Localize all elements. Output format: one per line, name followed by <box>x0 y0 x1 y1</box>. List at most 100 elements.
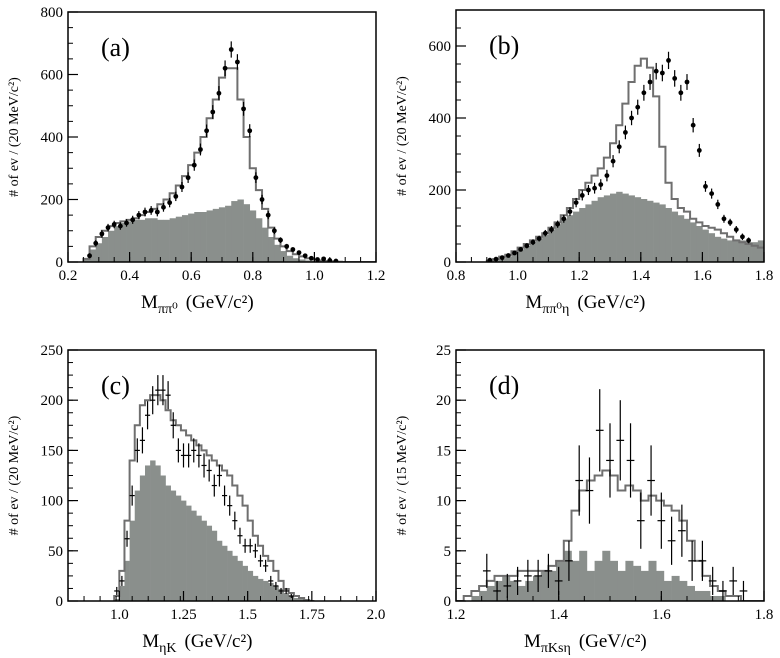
background-bar <box>286 255 294 262</box>
background-bar <box>529 242 537 262</box>
data-point <box>179 182 185 192</box>
data-point <box>241 102 246 116</box>
background-bar <box>268 582 274 601</box>
x-tick-label: 1.75 <box>299 607 325 623</box>
data-point <box>180 443 187 468</box>
background-bar <box>227 550 233 601</box>
data-point <box>721 214 727 223</box>
data-point <box>165 381 171 410</box>
y-tick-label: 400 <box>429 111 452 127</box>
background-bar <box>126 221 133 262</box>
x-axis-label-subscript: ηK <box>159 641 176 656</box>
data-point <box>657 492 666 549</box>
background-bar <box>124 560 130 601</box>
background-bar <box>610 193 617 262</box>
data-point <box>505 253 511 258</box>
background-bar <box>579 208 586 262</box>
data-point <box>160 375 166 406</box>
data-point <box>175 438 181 463</box>
data-point <box>709 188 715 199</box>
data-point <box>237 527 243 544</box>
data-point <box>493 256 499 262</box>
data-point <box>161 202 166 212</box>
background-bar <box>733 240 740 262</box>
data-point <box>684 74 690 90</box>
y-tick-label: 50 <box>48 544 63 560</box>
background-bar <box>597 197 605 262</box>
background-bar <box>710 595 719 601</box>
data-point <box>561 214 567 223</box>
x-axis-label-unit: (GeV/c²) <box>577 292 645 313</box>
background-bar <box>573 211 580 262</box>
data-point <box>204 124 210 137</box>
background-bar <box>278 588 284 601</box>
y-tick-label: 0 <box>56 594 64 610</box>
data-point <box>201 453 207 478</box>
background-bar <box>617 570 626 601</box>
x-tick-label: 0.8 <box>447 268 466 284</box>
x-tick-label: 0.6 <box>182 268 201 284</box>
background-bar <box>243 204 251 262</box>
fit-histogram-line <box>485 57 764 262</box>
data-point <box>124 530 130 547</box>
background-bar <box>257 578 264 601</box>
data-point <box>130 215 136 224</box>
background-bar <box>690 222 697 262</box>
background-bar <box>255 218 263 262</box>
background-bar <box>679 580 688 601</box>
data-point <box>604 169 610 182</box>
background-bar <box>653 202 660 262</box>
background-bar <box>563 550 572 601</box>
background-bar <box>299 259 306 262</box>
background-bar <box>708 233 716 262</box>
background-bar <box>249 210 257 262</box>
data-point <box>191 159 197 171</box>
background-bar <box>625 560 634 601</box>
data-point <box>247 124 253 138</box>
background-bar <box>201 520 207 601</box>
data-point <box>667 516 676 565</box>
x-tick-label: 1.6 <box>693 268 712 284</box>
background-bar <box>540 570 549 601</box>
data-point <box>273 581 279 590</box>
x-axis-label-unit: (GeV/c²) <box>185 631 253 652</box>
data-point <box>518 247 524 252</box>
data-point <box>167 197 173 208</box>
data-point <box>606 423 614 498</box>
panel-label: (c) <box>101 371 130 400</box>
background-histogram <box>114 460 305 601</box>
data-point <box>575 445 584 516</box>
background-bar <box>533 575 541 601</box>
data-point <box>196 443 202 468</box>
data-point <box>698 540 707 581</box>
y-tick-label: 600 <box>41 68 64 84</box>
data-point <box>87 253 92 259</box>
background-bar <box>288 595 295 601</box>
data-point <box>242 538 248 553</box>
x-tick-label: 1.2 <box>447 607 466 623</box>
data-point <box>487 257 493 262</box>
data-point <box>729 566 738 595</box>
background-bar <box>160 475 166 601</box>
background-bar <box>751 242 759 262</box>
y-tick-label: 200 <box>41 393 64 409</box>
y-tick-label: 25 <box>436 343 451 359</box>
background-bar <box>610 560 618 601</box>
background-bar <box>745 242 752 262</box>
background-bar <box>648 560 657 601</box>
background-bar <box>145 218 152 262</box>
data-point <box>616 140 622 154</box>
data-point <box>216 464 222 487</box>
x-axis-label: MπKsη (GeV/c²) <box>524 631 647 656</box>
background-bar <box>479 590 488 601</box>
x-axis-label-main: M <box>142 631 159 652</box>
data-point <box>534 559 542 592</box>
background-bar <box>129 520 136 601</box>
panel-label: (d) <box>489 371 519 400</box>
background-bar <box>155 465 161 601</box>
background-bar <box>138 219 146 262</box>
background-bar <box>237 199 244 262</box>
background-bar <box>586 570 595 601</box>
y-tick-label: 150 <box>41 443 64 459</box>
background-bar <box>299 598 305 601</box>
